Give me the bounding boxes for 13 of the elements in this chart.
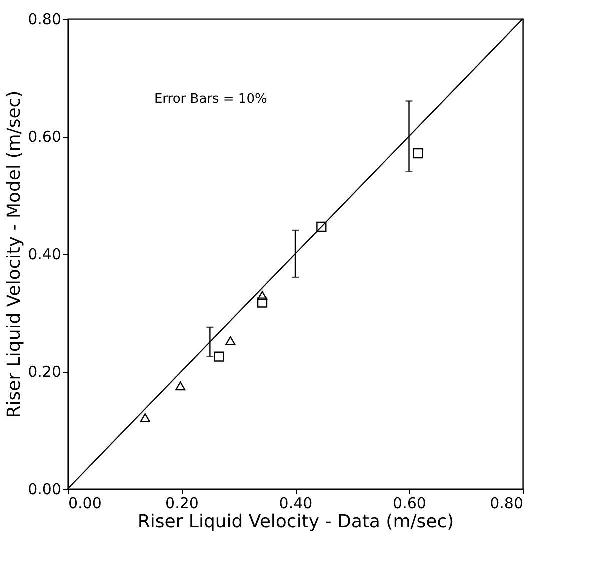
y-tick-label: 0.20 bbox=[28, 363, 62, 381]
x-tick-label: 0.00 bbox=[68, 494, 102, 512]
x-tick-label: 0.60 bbox=[393, 494, 426, 512]
x-tick-label: 0.20 bbox=[166, 494, 199, 512]
x-axis-title: Riser Liquid Velocity - Data (m/sec) bbox=[138, 512, 454, 532]
y-tick-label: 0.80 bbox=[28, 10, 62, 28]
x-tick-label: 0.40 bbox=[279, 494, 313, 512]
x-tick-label: 0.80 bbox=[490, 494, 524, 512]
y-tick-label: 0.00 bbox=[28, 480, 62, 498]
y-tick-label: 0.40 bbox=[28, 246, 62, 264]
annotation: Error Bars = 10% bbox=[154, 92, 268, 107]
y-axis-title: Riser Liquid Velocity - Model (m/sec) bbox=[4, 90, 26, 418]
y-tick-label: 0.60 bbox=[28, 128, 62, 146]
